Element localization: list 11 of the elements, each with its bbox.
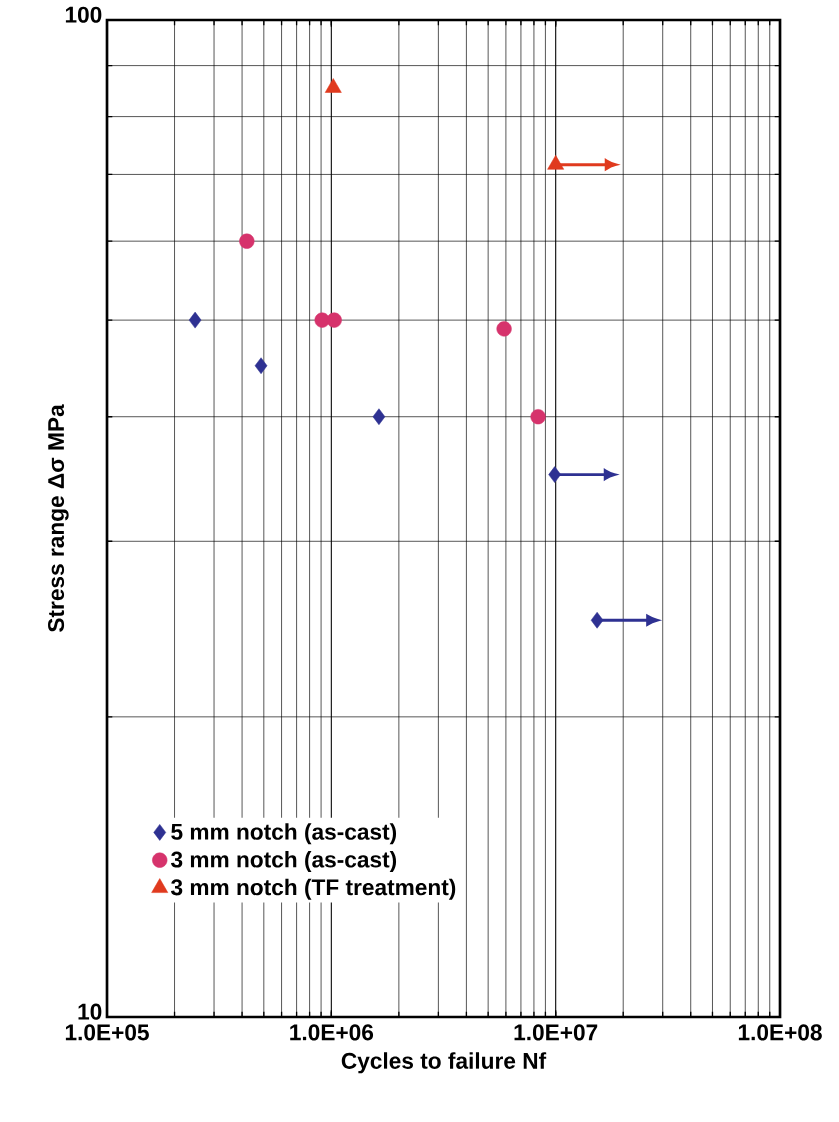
x-tick-label: 1.0E+07 [514,1024,598,1041]
x-tick-label: 1.0E+06 [290,1024,374,1041]
x-tick-label: 1.0E+05 [65,1024,149,1041]
x-tick-label: 1.0E+08 [738,1024,822,1041]
legend-label: 3 mm notch (TF treatment) [171,878,456,900]
y-tick-label: 10 [78,1003,102,1020]
y-axis-title: Stress range Δσ MPa [48,404,69,632]
y-tick-label: 100 [65,6,102,23]
legend-label: 5 mm notch (as-cast) [171,823,397,845]
x-axis-title: Cycles to failure Nf [341,1052,547,1074]
legend-label: 3 mm notch (as-cast) [171,850,397,873]
